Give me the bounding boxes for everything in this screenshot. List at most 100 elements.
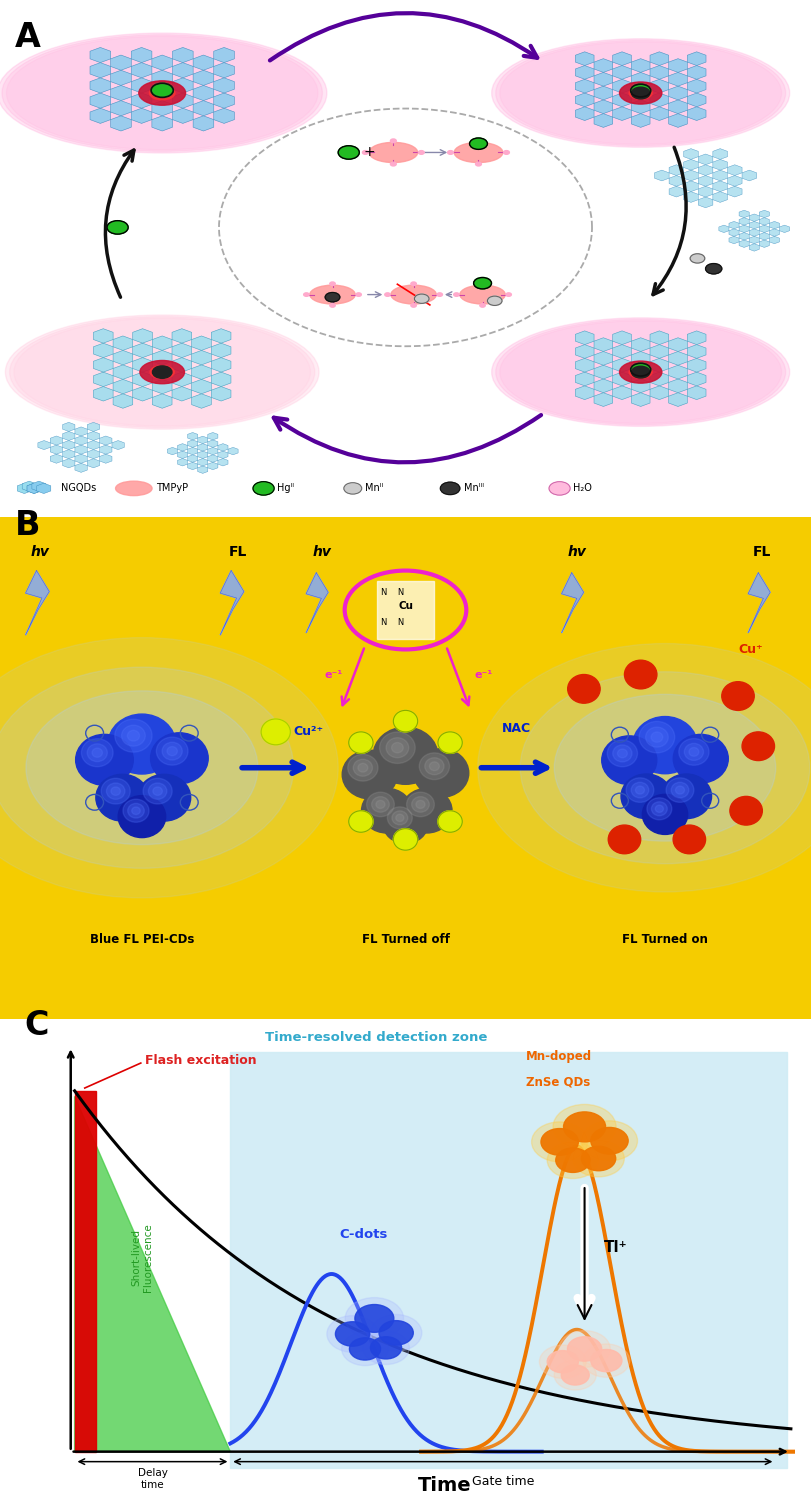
Polygon shape	[17, 484, 32, 493]
Text: Gate time: Gate time	[472, 1476, 534, 1488]
Ellipse shape	[14, 318, 311, 425]
Polygon shape	[152, 100, 173, 115]
Circle shape	[624, 661, 657, 689]
Polygon shape	[698, 175, 713, 186]
Polygon shape	[187, 440, 198, 448]
Polygon shape	[152, 85, 173, 100]
Circle shape	[506, 292, 512, 297]
Circle shape	[438, 733, 462, 753]
Polygon shape	[152, 115, 173, 130]
Circle shape	[651, 801, 667, 816]
Polygon shape	[650, 52, 669, 66]
Circle shape	[363, 1332, 410, 1365]
Polygon shape	[90, 78, 110, 93]
Circle shape	[621, 774, 672, 818]
Ellipse shape	[369, 142, 418, 163]
Polygon shape	[50, 445, 62, 454]
Text: Blue FL PEI-CDs: Blue FL PEI-CDs	[90, 933, 194, 947]
Circle shape	[590, 1128, 629, 1153]
Ellipse shape	[460, 285, 505, 304]
Polygon shape	[698, 165, 713, 175]
Circle shape	[349, 733, 373, 753]
Polygon shape	[173, 108, 193, 123]
Circle shape	[358, 764, 368, 771]
Ellipse shape	[6, 315, 319, 430]
Circle shape	[636, 786, 645, 794]
Polygon shape	[669, 186, 684, 198]
Text: Mnᴵᴵᴵ: Mnᴵᴵᴵ	[464, 484, 484, 493]
Polygon shape	[668, 58, 688, 72]
Circle shape	[690, 253, 705, 264]
Polygon shape	[113, 336, 133, 351]
Text: N    N: N N	[381, 587, 405, 596]
Polygon shape	[88, 422, 100, 431]
Circle shape	[532, 1122, 588, 1162]
Polygon shape	[26, 571, 49, 635]
Circle shape	[633, 716, 697, 774]
Polygon shape	[100, 454, 112, 463]
Polygon shape	[133, 328, 152, 343]
Circle shape	[151, 733, 208, 783]
Circle shape	[438, 810, 462, 833]
Polygon shape	[208, 463, 218, 470]
Text: ZnSe QDs: ZnSe QDs	[526, 1076, 590, 1088]
Polygon shape	[748, 572, 770, 634]
Polygon shape	[212, 343, 231, 358]
Circle shape	[414, 294, 429, 304]
Circle shape	[549, 482, 570, 496]
Circle shape	[418, 151, 424, 154]
Ellipse shape	[0, 638, 338, 897]
Polygon shape	[212, 328, 231, 343]
Circle shape	[632, 87, 650, 99]
Polygon shape	[594, 392, 613, 406]
Polygon shape	[594, 366, 613, 379]
Polygon shape	[713, 148, 727, 159]
Polygon shape	[749, 244, 759, 252]
Circle shape	[613, 745, 632, 762]
Text: Time: Time	[418, 1476, 471, 1495]
Circle shape	[679, 739, 709, 765]
Circle shape	[349, 810, 373, 833]
Polygon shape	[631, 379, 650, 392]
Polygon shape	[187, 463, 198, 470]
Circle shape	[253, 482, 274, 496]
Polygon shape	[713, 192, 727, 202]
Circle shape	[376, 800, 385, 809]
Circle shape	[380, 733, 415, 764]
Polygon shape	[594, 87, 613, 100]
Polygon shape	[594, 100, 613, 114]
Circle shape	[453, 292, 459, 297]
Polygon shape	[631, 114, 650, 127]
Polygon shape	[668, 392, 688, 406]
Polygon shape	[218, 458, 228, 466]
Circle shape	[631, 84, 650, 97]
Polygon shape	[650, 93, 669, 106]
Circle shape	[371, 1315, 422, 1351]
Circle shape	[355, 1305, 394, 1332]
Circle shape	[559, 1330, 610, 1368]
Polygon shape	[93, 343, 113, 358]
Circle shape	[647, 798, 672, 819]
Circle shape	[504, 151, 509, 154]
Text: Mnᴵᴵ: Mnᴵᴵ	[365, 484, 384, 493]
Polygon shape	[759, 225, 770, 232]
Ellipse shape	[555, 695, 775, 840]
Circle shape	[87, 745, 107, 761]
Circle shape	[392, 810, 408, 825]
Text: Mn-doped: Mn-doped	[526, 1050, 592, 1064]
Polygon shape	[688, 79, 706, 93]
Polygon shape	[62, 422, 75, 431]
Ellipse shape	[26, 691, 258, 845]
Polygon shape	[575, 66, 594, 79]
Circle shape	[642, 794, 688, 834]
Circle shape	[118, 795, 165, 837]
Text: FL Turned on: FL Turned on	[622, 933, 708, 947]
Polygon shape	[668, 352, 688, 366]
Circle shape	[608, 825, 641, 854]
Text: e⁻¹: e⁻¹	[324, 670, 343, 680]
Polygon shape	[133, 372, 152, 386]
Polygon shape	[749, 229, 759, 237]
Text: FL: FL	[753, 545, 771, 559]
Circle shape	[475, 139, 482, 142]
Polygon shape	[668, 100, 688, 114]
